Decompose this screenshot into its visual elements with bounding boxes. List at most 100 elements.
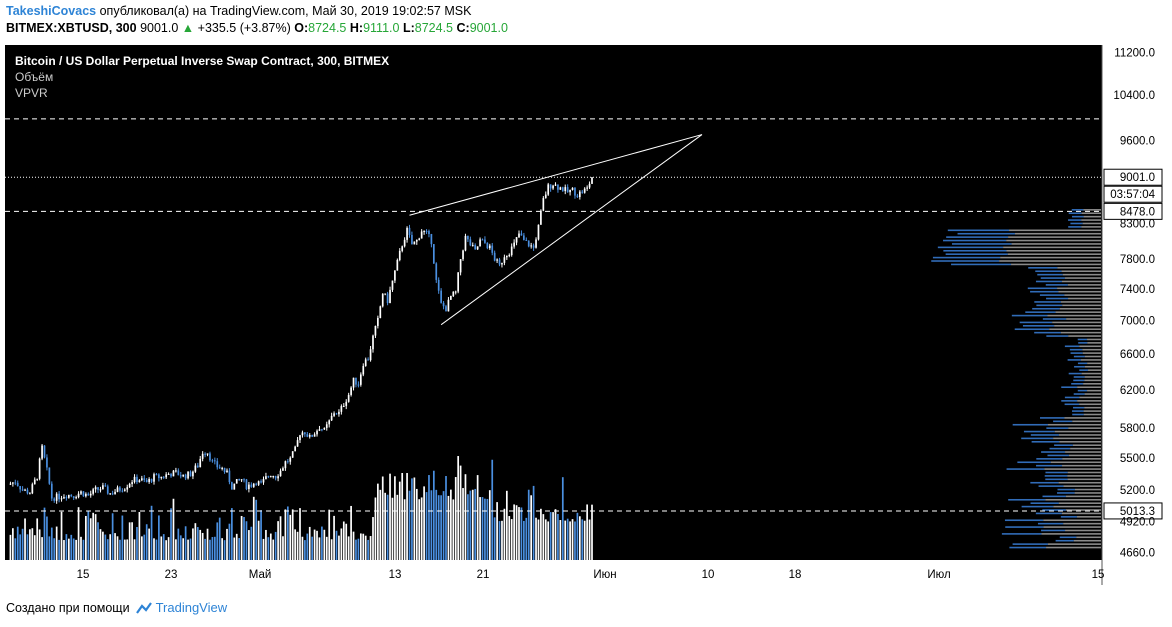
- candle-body: [211, 460, 214, 462]
- x-tick-label: 21: [477, 569, 490, 581]
- vp-bar-buy: [1034, 301, 1061, 303]
- vp-bar-sell: [1006, 249, 1101, 252]
- tradingview-logo[interactable]: TradingView: [134, 600, 227, 615]
- vp-bar-buy: [1035, 270, 1062, 273]
- candle-body: [194, 465, 197, 472]
- candle-body: [469, 239, 472, 246]
- vp-bar-sell: [1011, 263, 1101, 266]
- volume-bar: [432, 470, 435, 560]
- candle-body: [257, 481, 260, 485]
- volume-bar: [452, 499, 455, 560]
- candle-body: [248, 484, 250, 490]
- vp-bar-buy: [1060, 516, 1077, 518]
- vp-bar-buy: [1045, 471, 1068, 474]
- vp-bar-buy: [1012, 543, 1048, 545]
- vp-bar-sell: [1067, 284, 1101, 286]
- vp-bar-buy: [1068, 226, 1082, 228]
- vp-bar-sell: [1060, 331, 1101, 334]
- y-tick-label: 10400.0: [1113, 90, 1155, 102]
- vp-bar-sell: [1083, 413, 1101, 416]
- vp-bar-sell: [1052, 321, 1101, 324]
- volume-bar: [401, 473, 404, 560]
- candle-body: [544, 194, 547, 199]
- candle-body: [445, 306, 447, 312]
- chart-area[interactable]: Bitcoin / US Dollar Perpetual Inverse Sw…: [5, 45, 1167, 585]
- volume-bar: [136, 527, 138, 560]
- vp-bar-sell: [1059, 307, 1101, 310]
- y-tick-label: 9600.0: [1120, 135, 1155, 147]
- volume-bar: [289, 514, 292, 560]
- volume-bar: [155, 539, 158, 560]
- price-axis[interactable]: [1102, 45, 1167, 585]
- vp-bar-buy: [1036, 458, 1063, 460]
- low-value: 8724.5: [414, 21, 453, 35]
- candle-body: [401, 246, 404, 251]
- volume-bar: [467, 494, 469, 560]
- vp-bar-buy: [1037, 273, 1063, 276]
- vp-bar-sell: [1081, 219, 1101, 221]
- vp-bar-sell: [1014, 232, 1101, 235]
- volume-bar: [420, 497, 423, 560]
- indicator-volume[interactable]: Объём: [15, 70, 53, 84]
- vp-bar-buy: [1039, 294, 1065, 296]
- volume-bar: [158, 515, 160, 560]
- author-name[interactable]: TakeshiCovacs: [6, 4, 97, 18]
- volume-bar: [48, 536, 51, 560]
- volume-bar: [486, 498, 489, 560]
- candle-body: [308, 435, 311, 437]
- candle-body: [386, 293, 389, 303]
- volume-bar: [179, 535, 182, 560]
- candle-body: [179, 475, 182, 477]
- candle-body: [527, 240, 530, 247]
- rising-wedge[interactable]: [409, 134, 703, 326]
- vp-bar-buy: [1059, 536, 1077, 539]
- vp-bar-buy: [1004, 519, 1044, 522]
- volume-bar: [67, 538, 70, 560]
- vp-bar-sell: [1079, 345, 1101, 348]
- vp-bar-buy: [1028, 267, 1058, 269]
- vp-bar-buy: [946, 236, 1009, 238]
- candle-body: [515, 237, 518, 243]
- volume-bar: [583, 520, 586, 560]
- candle-body: [435, 263, 438, 280]
- volume-bar: [462, 488, 464, 560]
- volume-bar: [21, 528, 24, 560]
- volume-bar: [476, 475, 479, 560]
- vp-bar-buy: [1025, 311, 1056, 313]
- price-chart-svg[interactable]: Bitcoin / US Dollar Perpetual Inverse Sw…: [5, 45, 1167, 585]
- vp-bar-buy: [1030, 290, 1059, 293]
- candle-body: [552, 185, 554, 189]
- volume-bar: [532, 485, 535, 560]
- vp-bar-sell: [1065, 495, 1101, 498]
- volume-bar: [355, 539, 357, 560]
- candle-body: [345, 401, 348, 406]
- candle-body: [143, 478, 146, 480]
- price-level-badge: [1103, 168, 1163, 186]
- vp-bar-buy: [1044, 475, 1068, 477]
- indicator-vpvr[interactable]: VPVR: [15, 86, 48, 100]
- candle-body: [471, 245, 474, 247]
- volume-bar: [530, 495, 533, 560]
- vp-bar-buy: [1006, 468, 1045, 470]
- vp-bar-buy: [1073, 376, 1085, 378]
- candle-body: [432, 244, 435, 264]
- candle-body: [102, 485, 104, 490]
- candle-body: [547, 184, 550, 195]
- volume-bar: [150, 505, 153, 560]
- vp-bar-buy: [1077, 338, 1088, 341]
- vp-bar-sell: [1081, 372, 1101, 375]
- vp-bar-buy: [1079, 369, 1088, 371]
- candle-body: [316, 430, 318, 435]
- candle-body: [391, 280, 394, 290]
- candle-body: [24, 489, 26, 491]
- vp-bar-buy: [1034, 331, 1061, 334]
- vp-bar-sell: [1063, 485, 1101, 487]
- vp-bar-sell: [1050, 461, 1101, 464]
- time-axis[interactable]: [5, 560, 1102, 585]
- candle-body: [299, 435, 301, 441]
- candle-body: [201, 453, 204, 459]
- candle-body: [591, 177, 593, 184]
- vp-bar-buy: [1073, 355, 1085, 358]
- vp-bar-buy: [1071, 209, 1084, 211]
